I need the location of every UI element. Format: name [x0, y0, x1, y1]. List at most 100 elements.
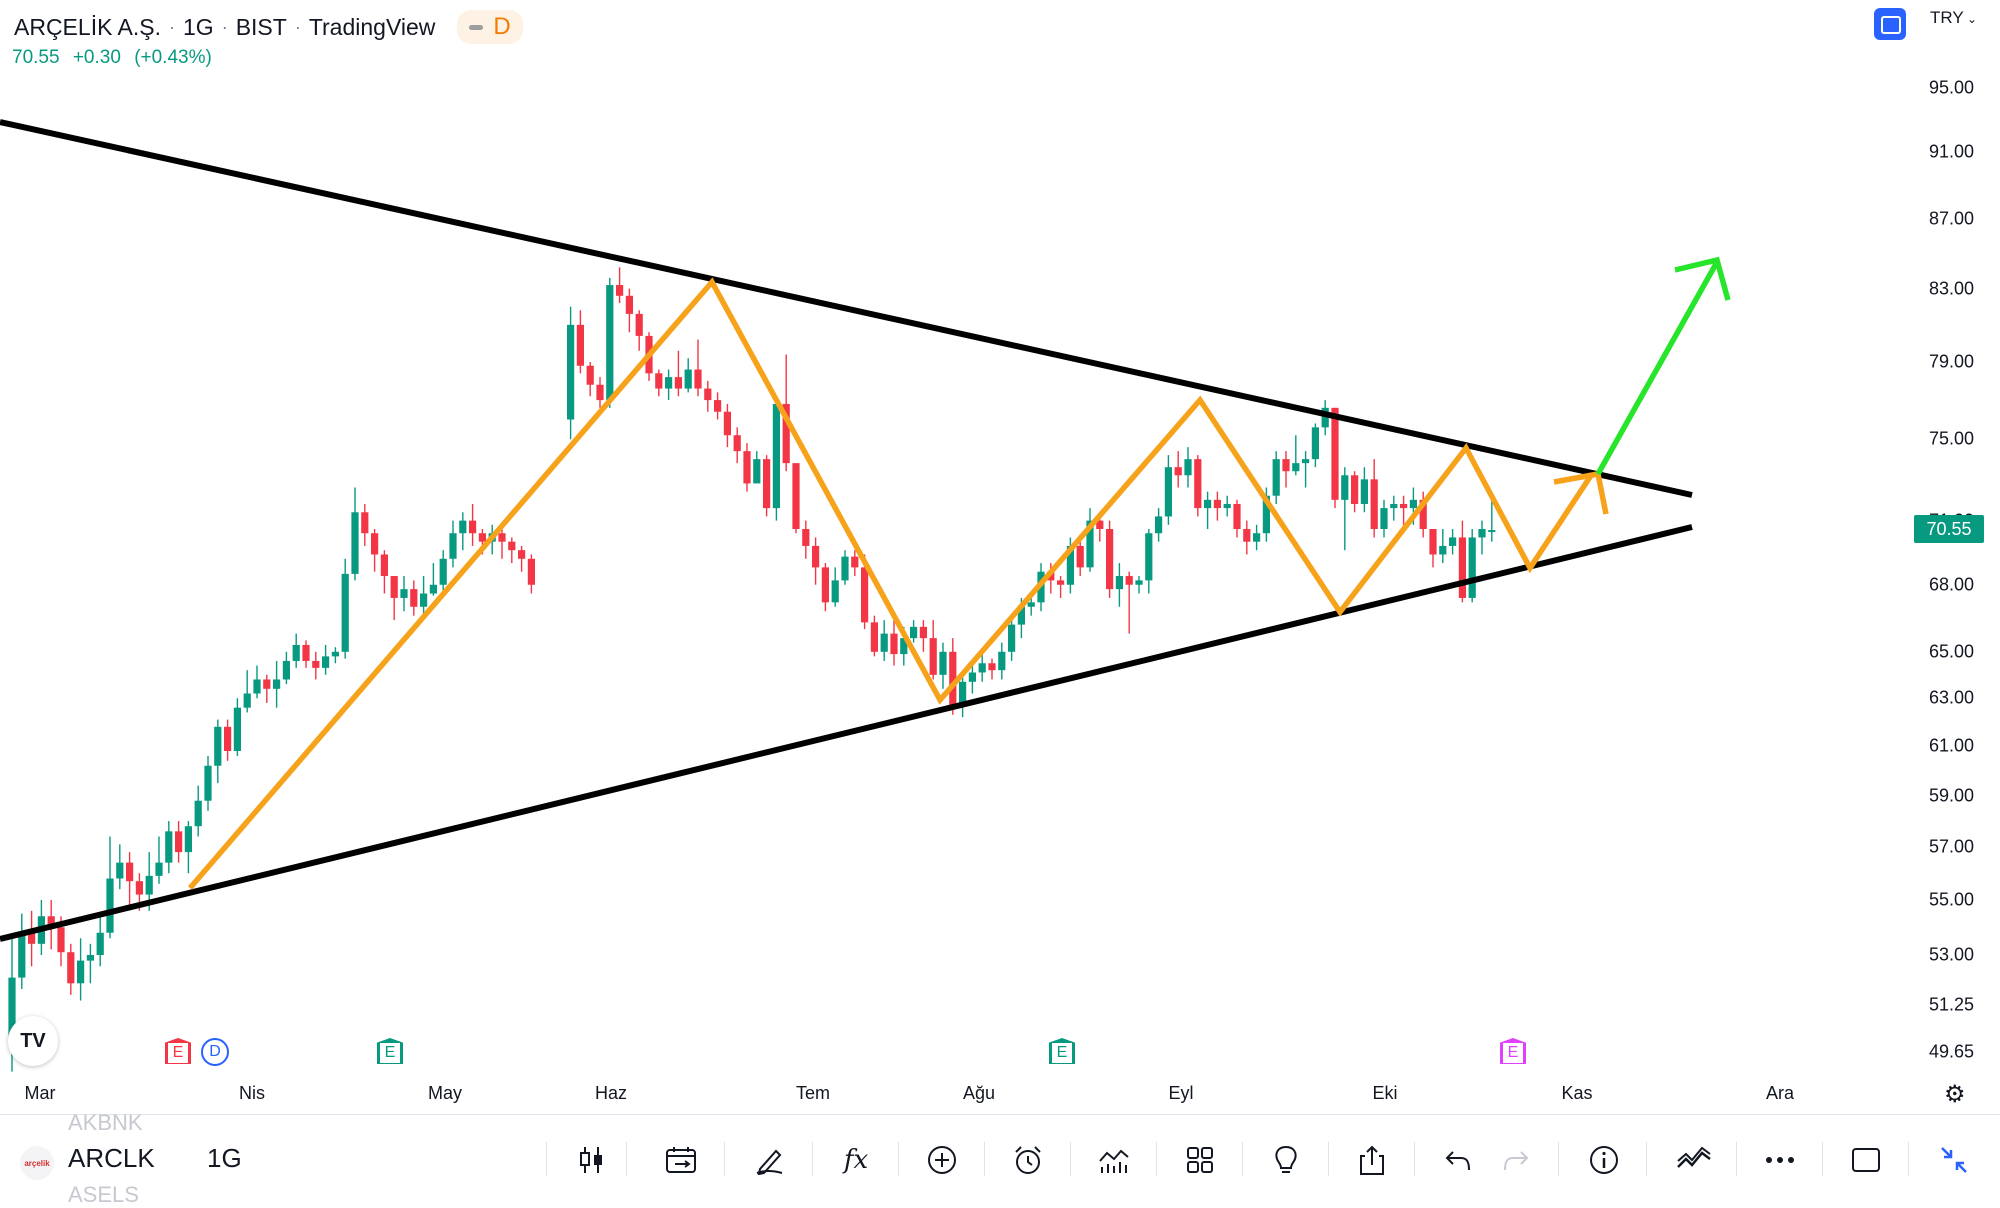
candle-body	[478, 533, 486, 542]
candle-body	[527, 558, 535, 585]
candle-body	[135, 881, 143, 895]
share-icon[interactable]	[1352, 1140, 1392, 1180]
candle-body	[841, 556, 849, 581]
compare-icon[interactable]	[1674, 1140, 1714, 1180]
candle-body	[880, 633, 888, 652]
next-symbol[interactable]: ASELS	[68, 1182, 139, 1207]
candles-icon[interactable]	[572, 1140, 612, 1180]
more-icon[interactable]	[1760, 1140, 1800, 1180]
candle-body	[959, 681, 967, 706]
candle-body	[1223, 503, 1231, 509]
toolbar-separator	[812, 1142, 813, 1176]
candle-body	[18, 932, 26, 978]
gear-icon[interactable]: ⚙	[1944, 1081, 1966, 1108]
price-tick-label: 51.25	[1928, 994, 1974, 1015]
price-tick-label: 61.00	[1928, 735, 1974, 756]
candle-body	[821, 567, 829, 603]
zigzag-pattern-line	[187, 277, 1595, 890]
indicators-icon[interactable]: fx	[843, 1145, 869, 1175]
candle-body	[870, 622, 878, 652]
symbol-selector[interactable]: ARCLK	[68, 1143, 155, 1173]
candle-body	[763, 459, 771, 509]
candle-body	[1027, 602, 1035, 607]
candle-body	[47, 916, 55, 928]
candle-body	[243, 693, 251, 708]
candle-body	[1008, 624, 1016, 652]
candle-body	[380, 554, 388, 577]
last-price-tag: 70.55	[1914, 515, 1984, 543]
strategy-icon[interactable]	[1094, 1140, 1134, 1180]
ideas-icon[interactable]	[1266, 1140, 1306, 1180]
price-tick-label: 87.00	[1928, 208, 1974, 229]
toolbar-separator	[1558, 1142, 1559, 1176]
candle-body	[1380, 508, 1388, 530]
candle-body	[576, 324, 584, 366]
previous-symbol[interactable]: AKBNK	[68, 1110, 143, 1135]
earnings-marker[interactable]: E	[377, 1038, 403, 1064]
currency-selector[interactable]: TRY ⌄	[1930, 8, 1978, 27]
alert-icon[interactable]	[1008, 1140, 1048, 1180]
candle-body	[253, 679, 261, 694]
add-icon[interactable]	[922, 1140, 962, 1180]
price-tick-label: 68.00	[1928, 574, 1974, 595]
candle-body	[331, 651, 339, 657]
fullscreen-icon[interactable]	[1846, 1140, 1886, 1180]
price-tick-label: 95.00	[1928, 77, 1974, 98]
candle-body	[459, 520, 467, 534]
candle-body	[1449, 537, 1457, 546]
support-trendline	[0, 524, 1693, 942]
symbol-name[interactable]: ARÇELİK A.Ş.	[14, 13, 162, 40]
delayed-badge[interactable]: D	[457, 10, 523, 44]
earnings-marker[interactable]: E	[1049, 1038, 1075, 1064]
candle-body	[371, 533, 379, 555]
info-icon[interactable]	[1584, 1140, 1624, 1180]
layout-icon[interactable]	[1874, 8, 1906, 40]
draw-icon[interactable]	[750, 1140, 790, 1180]
candle-body	[910, 626, 918, 639]
candle-body	[282, 660, 290, 680]
dividend-marker[interactable]: D	[201, 1038, 229, 1066]
candle-body	[86, 954, 94, 961]
candle-body	[1351, 475, 1359, 504]
candle-body	[1184, 459, 1192, 476]
candle-body	[400, 589, 408, 598]
candle-body	[508, 541, 516, 551]
candle-body	[1292, 463, 1300, 472]
time-tick-label: Tem	[795, 1083, 831, 1103]
candle-body	[723, 411, 731, 436]
header-interval[interactable]: 1G	[183, 13, 214, 40]
header-source: TradingView	[308, 13, 436, 40]
candle-body	[1282, 459, 1290, 472]
candle-body	[704, 388, 712, 401]
toolbar-separator	[1156, 1142, 1157, 1176]
candle-body	[273, 679, 281, 689]
earnings-marker[interactable]: E	[1500, 1038, 1526, 1064]
toolbar-separator	[1328, 1142, 1329, 1176]
candle-body	[145, 875, 153, 895]
chart-area[interactable]	[0, 0, 1910, 1110]
candle-body	[831, 580, 839, 603]
earnings-marker[interactable]: E	[165, 1038, 191, 1064]
candle-body	[57, 927, 65, 953]
price-chart[interactable]	[0, 0, 1910, 1110]
replay-icon[interactable]	[662, 1140, 702, 1180]
toolbar-separator	[724, 1142, 725, 1176]
candle-body	[861, 567, 869, 623]
tradingview-logo[interactable]: TV	[8, 1016, 58, 1066]
candle-body	[322, 656, 330, 668]
grid-icon[interactable]	[1180, 1140, 1220, 1180]
candle-body	[792, 463, 800, 530]
price-axis[interactable]: 95.0091.0087.0083.0079.0075.0071.0068.00…	[1910, 0, 2000, 1110]
redo-icon[interactable]	[1496, 1140, 1536, 1180]
symbol-header: ARÇELİK A.Ş. · 1G · BIST · TradingView D	[14, 10, 523, 44]
candle-body	[998, 651, 1006, 671]
collapse-icon[interactable]	[1934, 1140, 1974, 1180]
price-tick-label: 91.00	[1928, 141, 1974, 162]
interval-selector[interactable]: 1G	[207, 1143, 242, 1173]
price-tick-label: 57.00	[1928, 836, 1974, 857]
toolbar-separator	[1736, 1142, 1737, 1176]
undo-icon[interactable]	[1438, 1140, 1478, 1180]
candle-body	[1164, 467, 1172, 517]
candle-body	[1253, 533, 1261, 542]
candle-body	[733, 435, 741, 452]
